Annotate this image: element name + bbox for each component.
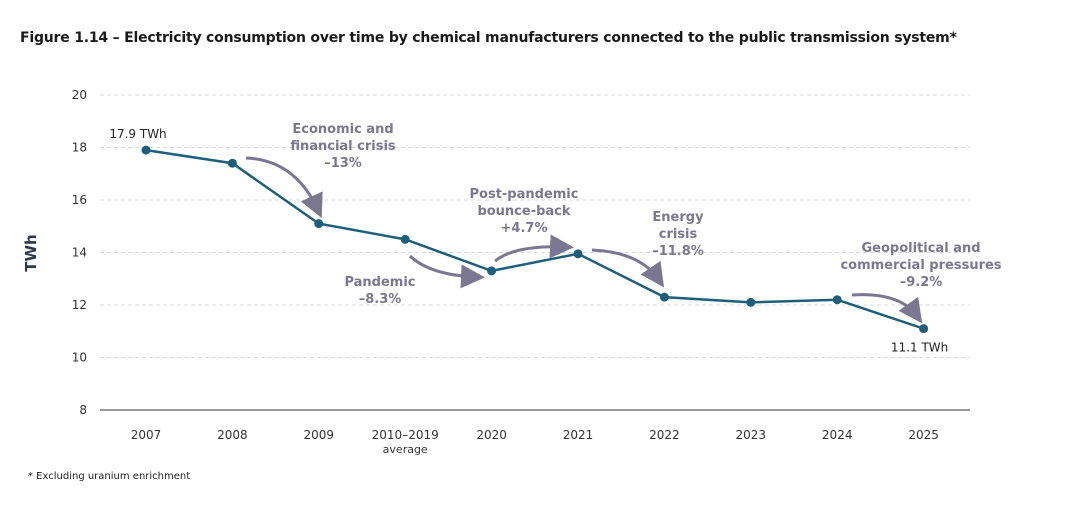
- data-point: [746, 297, 756, 307]
- annotation-text: bounce-back: [477, 204, 570, 219]
- annotation-text: Geopolitical and: [861, 241, 980, 256]
- data-point: [659, 292, 669, 302]
- annotation-text: crisis: [659, 227, 698, 242]
- annotation-arrow: [851, 293, 923, 324]
- x-tick-label: 2009: [304, 428, 335, 442]
- x-tick-label: 2024: [822, 428, 853, 442]
- data-label: 17.9 TWh: [109, 127, 166, 141]
- y-tick-label: 12: [72, 298, 87, 312]
- annotation-text: financial crisis: [290, 139, 396, 154]
- y-tick-label: 16: [72, 193, 87, 207]
- annotation-text: Economic and: [292, 122, 393, 137]
- annotation-text: –8.3%: [359, 292, 402, 307]
- data-point: [400, 234, 410, 244]
- x-tick-label: 2022: [649, 428, 680, 442]
- annotation-text: –9.2%: [900, 275, 943, 290]
- annotation-arrow: [494, 234, 574, 263]
- y-tick-label: 8: [79, 403, 87, 417]
- data-point: [487, 266, 497, 276]
- x-tick-label: 2020: [476, 428, 507, 442]
- annotation-text: Pandemic: [344, 275, 415, 290]
- annotation-text: –11.8%: [652, 244, 704, 259]
- data-point: [573, 249, 583, 259]
- data-point: [227, 158, 237, 168]
- y-tick-label: 20: [72, 88, 87, 102]
- y-tick-label: 10: [72, 351, 87, 365]
- x-tick-label: 2021: [563, 428, 594, 442]
- annotation-arrow: [591, 248, 665, 288]
- x-tick-label: 2025: [908, 428, 939, 442]
- data-point: [141, 145, 151, 155]
- annotation-text: Energy: [652, 210, 704, 225]
- annotation-text: commercial pressures: [840, 258, 1001, 273]
- chart-title: Figure 1.14 – Electricity consumption ov…: [20, 30, 957, 46]
- annotation-text: –13%: [324, 156, 362, 171]
- y-tick-label: 18: [72, 141, 87, 155]
- data-point: [832, 295, 842, 305]
- y-axis-label: TWh: [22, 234, 40, 271]
- annotation-text: Post-pandemic: [470, 187, 579, 202]
- annotation-arrow: [245, 156, 323, 219]
- footnote: * Excluding uranium enrichment: [28, 471, 191, 482]
- y-tick-label: 14: [72, 246, 87, 260]
- data-point: [314, 219, 324, 229]
- data-label: 11.1 TWh: [891, 341, 948, 355]
- annotation-arrow: [408, 254, 485, 289]
- data-point: [919, 324, 929, 334]
- x-tick-label: 2010–2019: [372, 428, 439, 442]
- x-tick-sublabel: average: [383, 443, 428, 456]
- series-line: [145, 148, 924, 330]
- x-tick-label: 2023: [736, 428, 767, 442]
- x-tick-label: 2008: [217, 428, 248, 442]
- annotation-text: +4.7%: [501, 221, 548, 236]
- x-tick-label: 2007: [131, 428, 162, 442]
